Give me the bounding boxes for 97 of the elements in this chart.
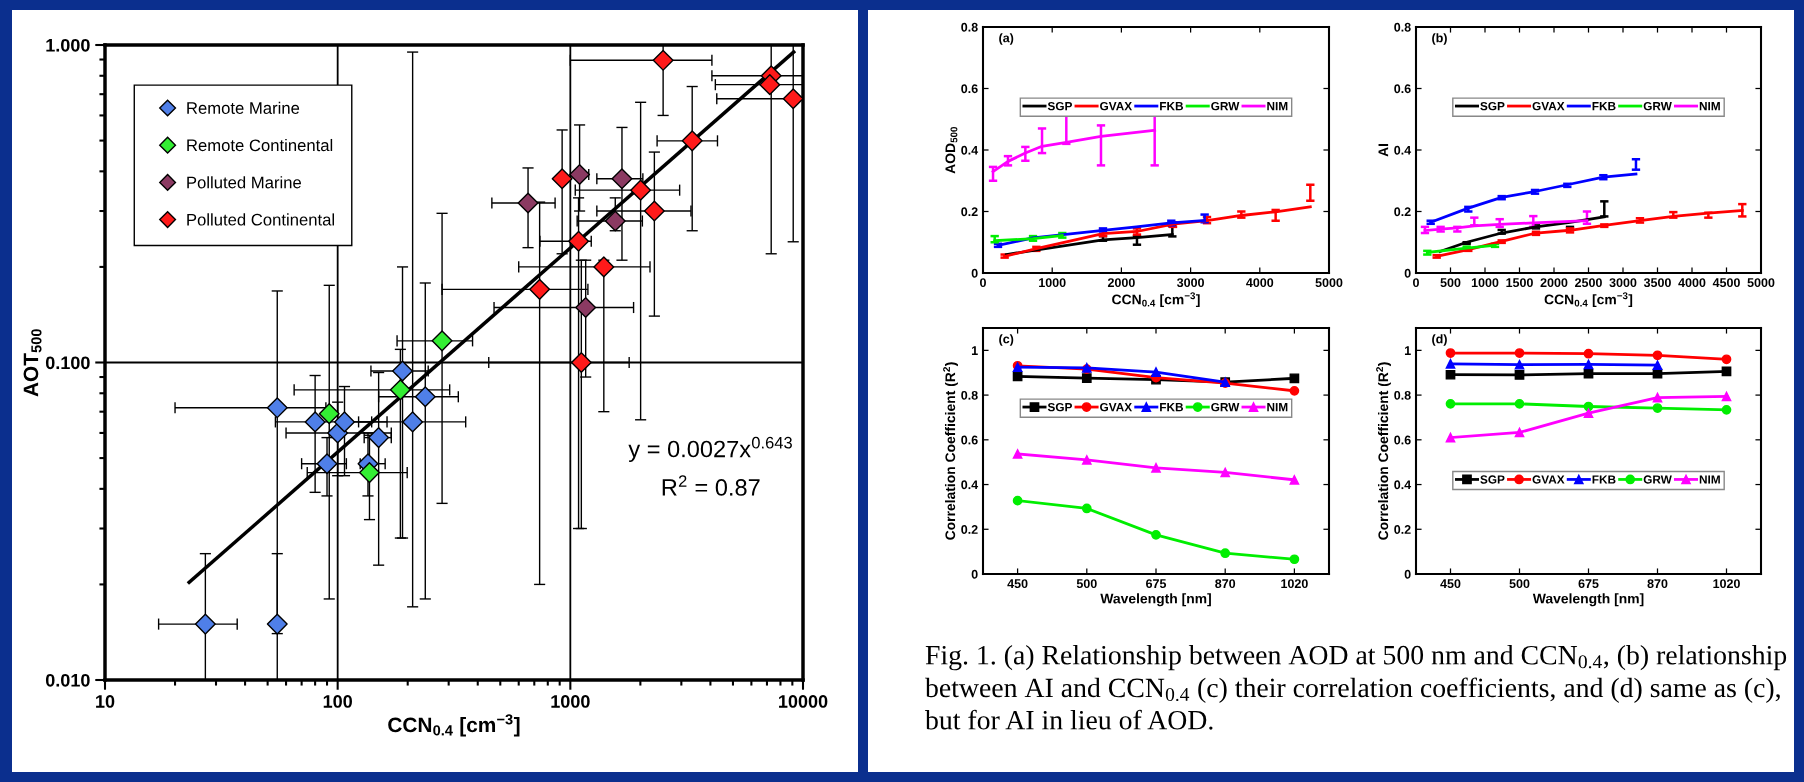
annotation: (d) bbox=[1432, 334, 1447, 346]
legend-label: SGP bbox=[1047, 402, 1072, 412]
y-tick-label: 0 bbox=[1404, 268, 1411, 278]
legend-label: NIM bbox=[1699, 102, 1720, 111]
y-tick-label: 0.4 bbox=[1394, 480, 1412, 490]
x-axis-title: CCN$_{0.4}$ [cm$^{−3}$] bbox=[1544, 292, 1633, 308]
x-tick-label: 1020 bbox=[1281, 579, 1308, 589]
legend-label: GVAX bbox=[1532, 101, 1565, 111]
x-tick-label: 450 bbox=[1440, 579, 1461, 589]
legend-label: FKB bbox=[1592, 475, 1616, 484]
legend-label: NIM bbox=[1267, 403, 1288, 412]
y-tick-label: 0.6 bbox=[961, 435, 978, 445]
y-tick-label: 0.6 bbox=[1394, 84, 1411, 94]
annotation: y = 0.0027x$^{0.643}$ bbox=[628, 436, 792, 463]
legend-label: GRW bbox=[1211, 402, 1240, 412]
y-tick-label: 0 bbox=[1404, 569, 1411, 579]
legend-label: GVAX bbox=[1100, 101, 1133, 111]
x-axis-title: CCN$_{0.4}$ [cm$^{−3}$] bbox=[1112, 292, 1200, 308]
y-tick-label: 0.4 bbox=[1394, 145, 1412, 155]
x-tick-label: 4000 bbox=[1678, 278, 1706, 288]
x-axis-title: Wavelength [nm] bbox=[1532, 593, 1644, 607]
legend-label: FKB bbox=[1160, 403, 1184, 412]
x-tick-label: 1000 bbox=[1039, 278, 1066, 288]
y-tick-label: 0.2 bbox=[961, 525, 978, 534]
legend-label: GRW bbox=[1643, 475, 1672, 484]
y-axis-title: Correlation Coefficient (R$^{2}$) bbox=[1376, 362, 1391, 540]
y-tick-label: 0.6 bbox=[961, 84, 978, 94]
text: Fig. 1. (a) Relationship between AOD at 500 nm and CCN$_{0.4}$, (b) relationship between AI and CCN$_{0.4}$ (c) their correlation coefficients, and (d) same as (c), but for AI in lieu of AOD. bbox=[925, 645, 1787, 730]
legend-label: SGP bbox=[1047, 101, 1072, 111]
legend-label: Polluted Continental bbox=[187, 213, 334, 226]
x-tick-label: 500 bbox=[1440, 278, 1461, 288]
legend-label: GVAX bbox=[1532, 475, 1565, 484]
legend-label: NIM bbox=[1267, 102, 1288, 111]
y-axis-title: AI bbox=[1378, 143, 1389, 157]
x-tick-label: 3500 bbox=[1643, 278, 1671, 288]
x-tick-label: 675 bbox=[1146, 579, 1167, 589]
annotation: R$^{2}$ = 0.87 bbox=[662, 475, 760, 496]
annotation: (c) bbox=[999, 334, 1014, 346]
legend-label: Remote Marine bbox=[187, 101, 300, 114]
y-tick-label: 0.2 bbox=[1394, 207, 1411, 217]
x-tick-label: 10 bbox=[96, 695, 115, 708]
y-tick-label: 1.000 bbox=[46, 38, 90, 52]
x-tick-label: 100 bbox=[323, 695, 352, 708]
legend-label: GRW bbox=[1643, 101, 1672, 111]
x-tick-label: 1000 bbox=[1471, 278, 1499, 288]
x-tick-label: 500 bbox=[1076, 579, 1097, 589]
y-tick-label: 0.8 bbox=[1394, 390, 1411, 400]
annotation: (b) bbox=[1432, 33, 1447, 45]
x-tick-label: 4500 bbox=[1712, 278, 1740, 288]
x-tick-label: 1020 bbox=[1713, 579, 1740, 589]
y-tick-label: 0.8 bbox=[961, 22, 978, 32]
x-tick-label: 675 bbox=[1578, 579, 1599, 589]
y-axis-title: AOD$_{500}$ bbox=[945, 127, 958, 174]
y-tick-label: 0.100 bbox=[45, 356, 90, 370]
y-tick-label: 0.8 bbox=[961, 390, 978, 400]
annotation: (a) bbox=[999, 33, 1014, 45]
y-tick-label: 0.8 bbox=[1394, 22, 1411, 32]
x-tick-label: 5000 bbox=[1315, 278, 1343, 288]
legend-label: FKB bbox=[1160, 102, 1184, 111]
legend-label: Remote Continental bbox=[187, 138, 333, 152]
y-axis-title: AOT$_{500}$ bbox=[23, 329, 42, 397]
y-tick-label: 1 bbox=[971, 346, 978, 355]
x-tick-label: 1500 bbox=[1506, 278, 1533, 288]
x-tick-label: 3000 bbox=[1609, 278, 1637, 288]
x-tick-label: 2000 bbox=[1540, 278, 1568, 288]
legend-label: NIM bbox=[1699, 475, 1720, 484]
x-tick-label: 870 bbox=[1215, 579, 1236, 589]
x-tick-label: 3000 bbox=[1176, 278, 1204, 288]
y-tick-label: 0.2 bbox=[1394, 525, 1411, 534]
legend-label: FKB bbox=[1592, 102, 1616, 111]
y-tick-label: 0.4 bbox=[961, 480, 979, 490]
y-tick-label: 0.6 bbox=[1394, 435, 1411, 445]
x-tick-label: 10000 bbox=[779, 695, 828, 708]
x-tick-label: 1000 bbox=[551, 695, 590, 708]
x-tick-label: 4000 bbox=[1246, 278, 1274, 288]
y-axis-title: Correlation Coefficient (R$^{2}$) bbox=[943, 362, 958, 540]
x-axis-title: Wavelength [nm] bbox=[1100, 593, 1211, 607]
x-axis-title: CCN$_{0.4}$ [cm$^{−3}$] bbox=[388, 714, 520, 737]
legend-label: GRW bbox=[1211, 101, 1240, 111]
legend-label: SGP bbox=[1480, 475, 1505, 484]
y-tick-label: 0 bbox=[971, 268, 978, 278]
x-tick-label: 2000 bbox=[1107, 278, 1135, 288]
y-tick-label: 0 bbox=[971, 569, 978, 579]
x-tick-label: 870 bbox=[1647, 579, 1668, 589]
y-tick-label: 0.010 bbox=[45, 673, 90, 687]
x-tick-label: 2500 bbox=[1575, 278, 1602, 288]
x-tick-label: 5000 bbox=[1747, 278, 1775, 288]
legend-label: GVAX bbox=[1100, 402, 1133, 412]
x-tick-label: 0 bbox=[980, 278, 986, 288]
y-tick-label: 1 bbox=[1404, 346, 1411, 355]
x-tick-label: 500 bbox=[1509, 579, 1530, 589]
legend-label: Polluted Marine bbox=[187, 176, 301, 189]
y-tick-label: 0.4 bbox=[961, 145, 979, 155]
x-tick-label: 450 bbox=[1007, 579, 1028, 589]
legend-label: SGP bbox=[1480, 101, 1505, 111]
y-tick-label: 0.2 bbox=[961, 207, 978, 217]
x-tick-label: 0 bbox=[1413, 278, 1419, 288]
